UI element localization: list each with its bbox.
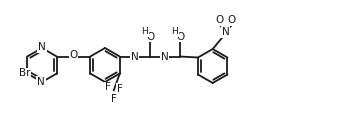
Text: F: F bbox=[117, 83, 123, 94]
Text: O: O bbox=[227, 15, 236, 25]
Text: H: H bbox=[171, 27, 178, 36]
Text: N: N bbox=[38, 42, 46, 52]
Text: N: N bbox=[161, 51, 169, 62]
Text: O: O bbox=[69, 50, 78, 59]
Text: N: N bbox=[131, 51, 139, 62]
Text: Br: Br bbox=[18, 68, 30, 79]
Text: N: N bbox=[37, 77, 45, 87]
Text: F: F bbox=[111, 94, 117, 103]
Text: O: O bbox=[176, 31, 185, 42]
Text: F: F bbox=[105, 83, 111, 92]
Text: H: H bbox=[141, 27, 148, 36]
Text: O: O bbox=[215, 15, 224, 25]
Text: O: O bbox=[147, 31, 155, 42]
Text: N: N bbox=[222, 27, 229, 37]
